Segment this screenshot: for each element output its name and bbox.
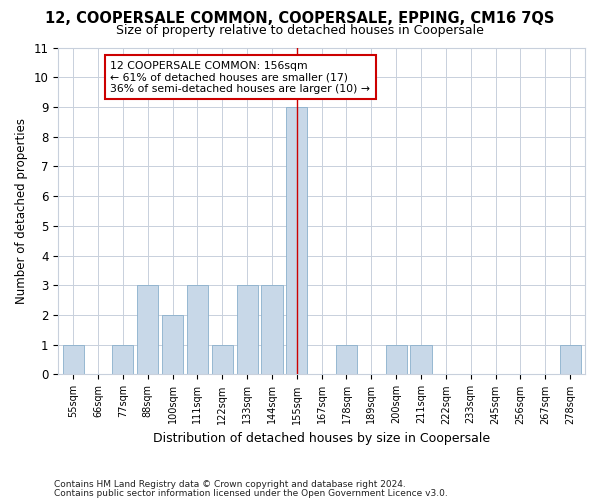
Bar (137, 286, 158, 374)
Y-axis label: Number of detached properties: Number of detached properties (15, 118, 28, 304)
Bar (187, 286, 208, 374)
Bar (262, 286, 283, 374)
Text: 12, COOPERSALE COMMON, COOPERSALE, EPPING, CM16 7QS: 12, COOPERSALE COMMON, COOPERSALE, EPPIN… (46, 11, 554, 26)
Bar (410, 344, 431, 374)
Bar (112, 344, 133, 374)
Text: 12 COOPERSALE COMMON: 156sqm
← 61% of detached houses are smaller (17)
36% of se: 12 COOPERSALE COMMON: 156sqm ← 61% of de… (110, 61, 370, 94)
Bar (236, 286, 257, 374)
Bar (560, 344, 581, 374)
Text: Contains HM Land Registry data © Crown copyright and database right 2024.: Contains HM Land Registry data © Crown c… (54, 480, 406, 489)
Text: Contains public sector information licensed under the Open Government Licence v3: Contains public sector information licen… (54, 489, 448, 498)
Bar (286, 107, 307, 374)
Bar (386, 344, 407, 374)
Bar (212, 344, 233, 374)
X-axis label: Distribution of detached houses by size in Coopersale: Distribution of detached houses by size … (153, 432, 490, 445)
Bar (162, 315, 183, 374)
Bar (336, 344, 357, 374)
Text: Size of property relative to detached houses in Coopersale: Size of property relative to detached ho… (116, 24, 484, 37)
Bar (62, 344, 84, 374)
